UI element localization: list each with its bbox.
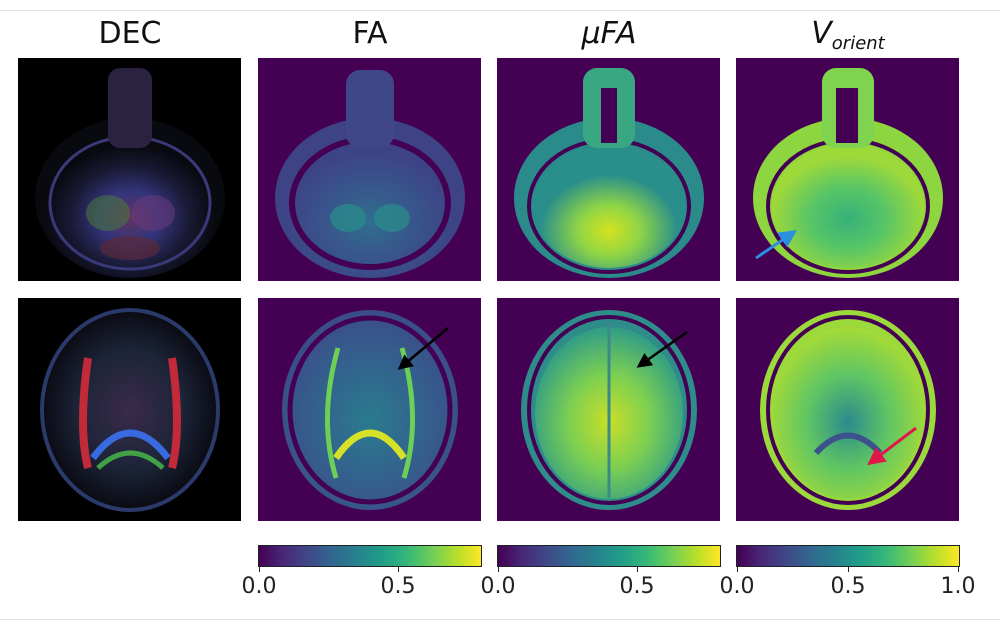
colorbar-vorient-label: 0.0 bbox=[719, 574, 755, 599]
colorbar-fa-label: 0.0 bbox=[241, 574, 277, 599]
fa-image-row2 bbox=[258, 298, 481, 521]
colorbar-vorient bbox=[736, 545, 960, 567]
dec-image-row1 bbox=[18, 58, 241, 281]
mufa-image-row1 bbox=[497, 58, 720, 281]
colorbar-mufa-label: 0.0 bbox=[480, 574, 516, 599]
dec-image-row2 bbox=[18, 298, 241, 521]
colorbar-mufa-tick bbox=[498, 566, 499, 572]
colorbar-vorient-label: 0.5 bbox=[830, 574, 866, 599]
black-arrow bbox=[397, 327, 449, 370]
colorbar-fa bbox=[258, 545, 482, 567]
fa-image-row1 bbox=[258, 58, 481, 281]
colorbar-fa-label: 0.5 bbox=[380, 574, 416, 599]
colorbar-mufa-tick bbox=[637, 566, 638, 572]
title-vorient: Vorient bbox=[811, 16, 885, 54]
vorient-image-row2 bbox=[736, 298, 959, 521]
colorbar-mufa bbox=[497, 545, 721, 567]
colorbar-vorient-label: 1.0 bbox=[940, 574, 976, 599]
colorbar-vorient-tick bbox=[848, 566, 849, 572]
colorbar-mufa-label: 0.5 bbox=[619, 574, 655, 599]
red-arrow bbox=[867, 426, 917, 466]
title-dec: DEC bbox=[98, 16, 162, 51]
colorbar-vorient-tick bbox=[737, 566, 738, 572]
title-fa: FA bbox=[352, 16, 388, 51]
colorbar-vorient-tick bbox=[958, 566, 959, 572]
colorbar-fa-tick bbox=[398, 566, 399, 572]
title-mufa: μFA bbox=[581, 16, 637, 51]
mufa-image-row2 bbox=[497, 298, 720, 521]
vorient-image-row1 bbox=[736, 58, 959, 281]
figure-frame bbox=[0, 10, 1000, 620]
colorbar-fa-tick bbox=[259, 566, 260, 572]
blue-arrow bbox=[755, 229, 797, 260]
black-arrow bbox=[636, 330, 688, 368]
